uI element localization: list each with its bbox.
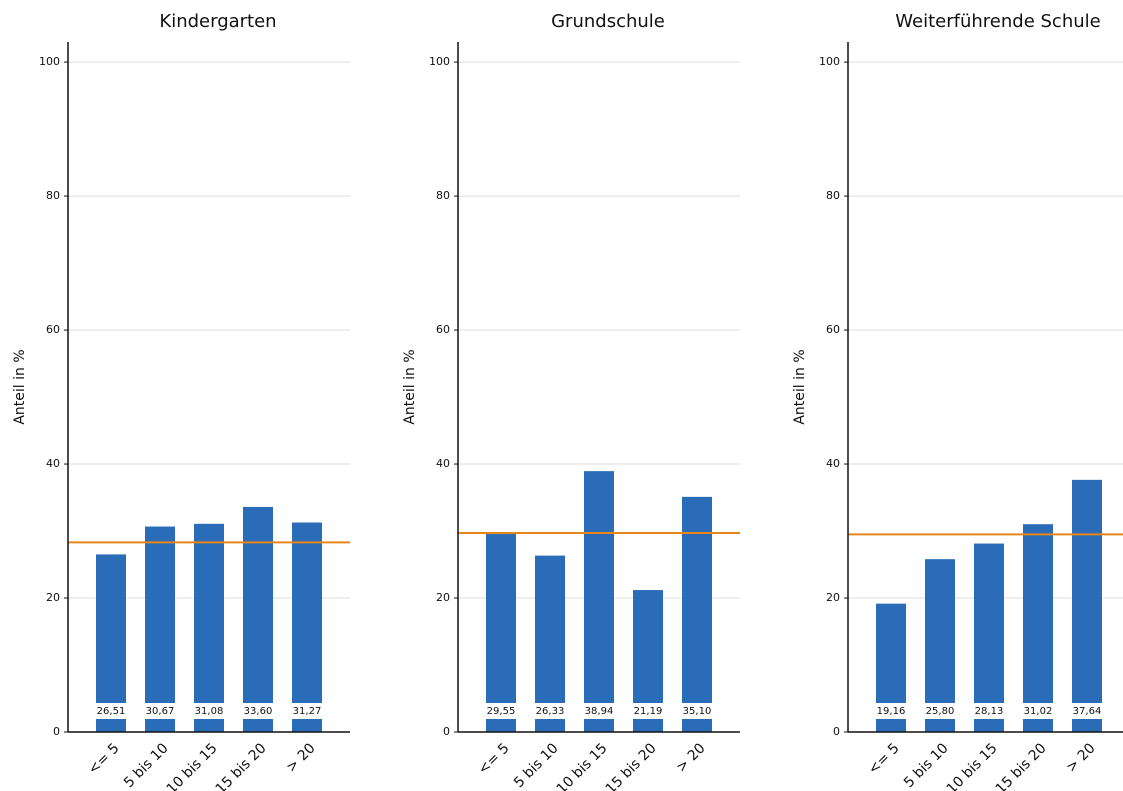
value-label: 31,02 (1024, 706, 1053, 717)
x-tick-label: > 20 (673, 740, 708, 775)
bar (974, 543, 1004, 732)
value-label: 29,55 (487, 706, 516, 717)
value-label: 28,13 (975, 706, 1004, 717)
bar (584, 471, 614, 732)
value-label: 35,10 (683, 706, 712, 717)
bar (535, 555, 565, 732)
value-label-bg (974, 703, 1004, 719)
bar (1072, 479, 1102, 732)
chart-title: Kindergarten (159, 11, 276, 32)
y-axis-label: Anteil in % (402, 349, 418, 424)
y-tick-label: 0 (833, 725, 840, 738)
bar (243, 506, 273, 732)
bar (1023, 524, 1053, 732)
y-tick-label: 60 (436, 323, 450, 336)
y-tick-label: 80 (826, 189, 840, 202)
value-label-bg (925, 703, 955, 719)
value-label: 37,64 (1073, 706, 1102, 717)
x-tick-label: 10 bis 15 (554, 740, 611, 791)
x-tick-label: > 20 (283, 740, 318, 775)
bar (194, 523, 224, 732)
x-tick-label: 5 bis 10 (121, 740, 172, 791)
x-tick-label: 5 bis 10 (901, 740, 952, 791)
value-label-bg (194, 703, 224, 719)
y-axis-label: Anteil in % (12, 349, 28, 424)
value-label-bg (876, 703, 906, 719)
value-label: 31,08 (195, 706, 224, 717)
y-tick-label: 40 (826, 457, 840, 470)
y-tick-label: 60 (46, 323, 60, 336)
value-label: 38,94 (585, 706, 614, 717)
value-label: 31,27 (293, 706, 322, 717)
value-label: 19,16 (877, 706, 906, 717)
y-tick-label: 0 (53, 725, 60, 738)
bar (486, 534, 516, 732)
y-tick-label: 40 (436, 457, 450, 470)
value-label: 26,51 (97, 706, 126, 717)
bar (682, 496, 712, 732)
value-label-bg (633, 703, 663, 719)
value-label: 21,19 (634, 706, 663, 717)
x-tick-label: 10 bis 15 (164, 740, 221, 791)
x-tick-label: <= 5 (865, 740, 902, 777)
value-label-bg (682, 703, 712, 719)
value-label-bg (1072, 703, 1102, 719)
value-label: 26,33 (536, 706, 565, 717)
x-tick-label: > 20 (1063, 740, 1098, 775)
x-tick-label: 5 bis 10 (511, 740, 562, 791)
y-tick-label: 20 (46, 591, 60, 604)
bar (96, 554, 126, 732)
value-label-bg (96, 703, 126, 719)
y-tick-label: 100 (39, 55, 60, 68)
value-label: 25,80 (926, 706, 955, 717)
value-label-bg (292, 703, 322, 719)
x-tick-label: 15 bis 20 (993, 740, 1050, 791)
value-label-bg (1023, 703, 1053, 719)
y-tick-label: 40 (46, 457, 60, 470)
bar (145, 526, 175, 732)
y-axis-label: Anteil in % (792, 349, 808, 424)
y-tick-label: 80 (46, 189, 60, 202)
value-label-bg (535, 703, 565, 719)
bar (292, 522, 322, 732)
value-label-bg (486, 703, 516, 719)
y-tick-label: 80 (436, 189, 450, 202)
value-label: 30,67 (146, 706, 175, 717)
y-tick-label: 20 (826, 591, 840, 604)
x-tick-label: 10 bis 15 (944, 740, 1001, 791)
y-tick-label: 0 (443, 725, 450, 738)
y-tick-label: 60 (826, 323, 840, 336)
value-label: 33,60 (244, 706, 273, 717)
y-tick-label: 100 (429, 55, 450, 68)
y-tick-label: 20 (436, 591, 450, 604)
x-tick-label: <= 5 (475, 740, 512, 777)
value-label-bg (584, 703, 614, 719)
x-tick-label: 15 bis 20 (213, 740, 270, 791)
x-tick-label: <= 5 (85, 740, 122, 777)
x-tick-label: 15 bis 20 (603, 740, 660, 791)
chart-title: Grundschule (551, 11, 665, 32)
value-label-bg (243, 703, 273, 719)
y-tick-label: 100 (819, 55, 840, 68)
value-label-bg (145, 703, 175, 719)
chart-title: Weiterführende Schule (895, 11, 1100, 32)
